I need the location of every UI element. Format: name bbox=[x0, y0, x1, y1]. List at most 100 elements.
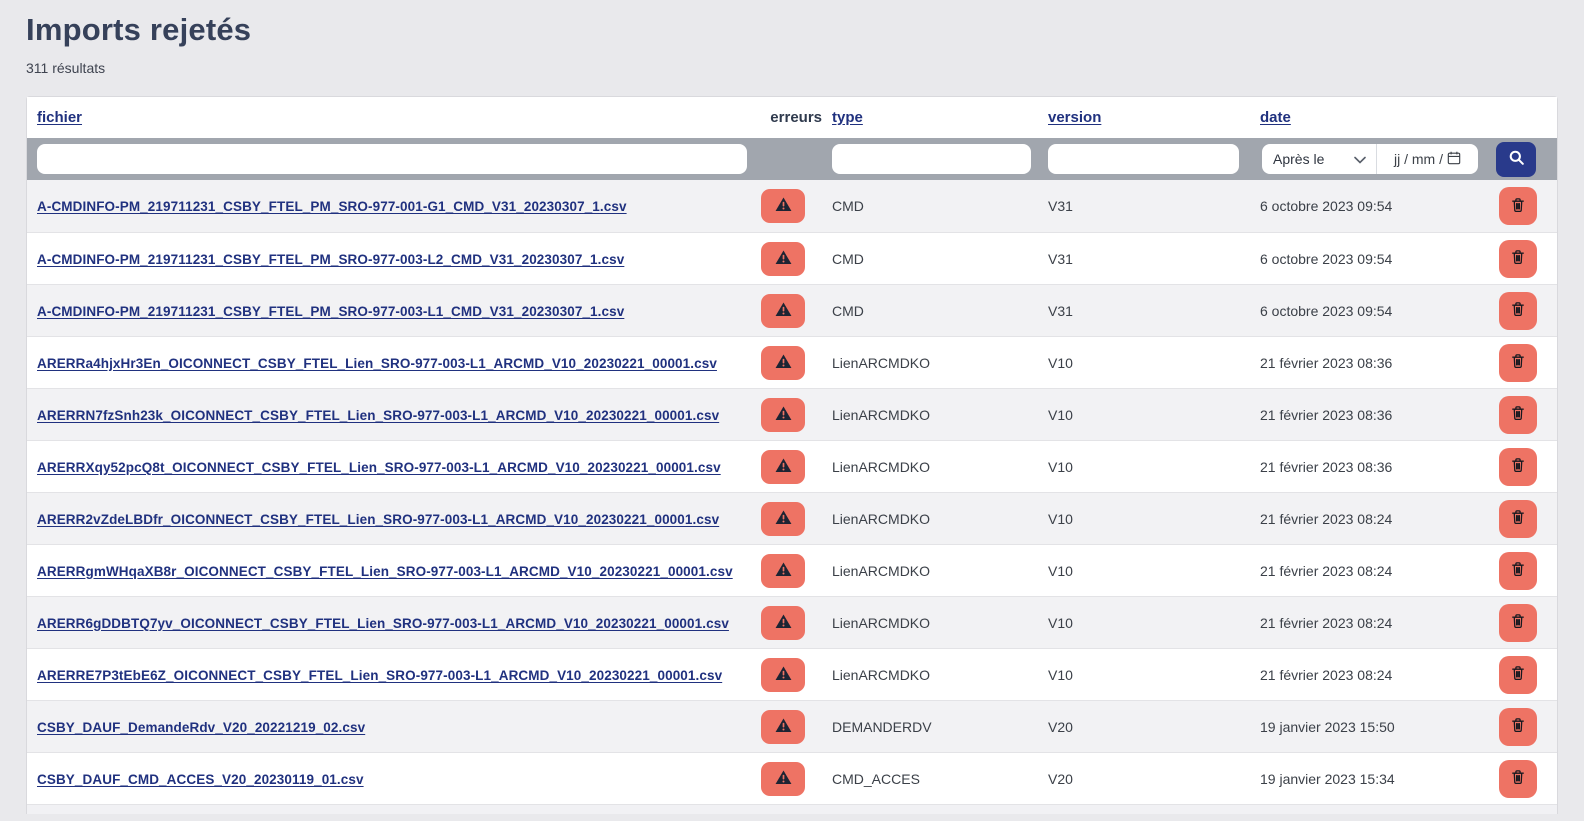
table-row: ARERRE7P3tEbE6Z_OICONNECT_CSBY_FTEL_Lien… bbox=[27, 648, 1557, 700]
file-link[interactable]: A-CMDINFO-PM_219711231_CSBY_FTEL_PM_SRO-… bbox=[37, 199, 627, 214]
delete-button[interactable] bbox=[1499, 291, 1537, 330]
fichier-filter-input[interactable] bbox=[37, 144, 747, 174]
file-link[interactable]: ARERRa4hjxHr3En_OICONNECT_CSBY_FTEL_Lien… bbox=[37, 355, 717, 371]
date-cell: 19 janvier 2023 15:50 bbox=[1260, 718, 1395, 735]
trash-icon bbox=[1509, 560, 1527, 581]
fichier-cell: ARERRXqy52pcQ8t_OICONNECT_CSBY_FTEL_Lien… bbox=[27, 459, 756, 475]
errors-button[interactable] bbox=[761, 293, 805, 328]
date-cell: 21 février 2023 08:24 bbox=[1260, 666, 1393, 683]
date-operator-select[interactable]: Après le bbox=[1262, 144, 1377, 174]
rejected-imports-table: fichier erreurs type version date bbox=[26, 96, 1558, 814]
column-header-type: type bbox=[826, 109, 1042, 126]
errors-button[interactable] bbox=[761, 449, 805, 484]
errors-button[interactable] bbox=[761, 501, 805, 536]
warning-triangle-icon bbox=[774, 301, 793, 321]
search-button[interactable] bbox=[1496, 141, 1536, 177]
type-cell: CMD bbox=[832, 302, 864, 319]
date-cell: 21 février 2023 08:24 bbox=[1260, 614, 1393, 631]
file-link[interactable]: ARERRE7P3tEbE6Z_OICONNECT_CSBY_FTEL_Lien… bbox=[37, 667, 723, 683]
fichier-cell: ARERRa4hjxHr3En_OICONNECT_CSBY_FTEL_Lien… bbox=[27, 355, 756, 371]
file-link[interactable]: A-CMDINFO-PM_219711231_CSBY_FTEL_PM_SRO-… bbox=[37, 303, 625, 319]
version-cell: V10 bbox=[1048, 406, 1073, 423]
date-filter-input[interactable]: jj / mm / bbox=[1377, 144, 1478, 174]
type-cell: LienARCMDKO bbox=[832, 666, 931, 683]
trash-icon bbox=[1509, 664, 1527, 685]
errors-button[interactable] bbox=[761, 241, 805, 276]
errors-button[interactable] bbox=[761, 709, 805, 744]
delete-button[interactable] bbox=[1499, 395, 1537, 434]
sort-link-type[interactable]: type bbox=[832, 109, 863, 126]
erreurs-cell bbox=[756, 761, 826, 796]
type-cell: CMD bbox=[832, 250, 864, 267]
trash-icon bbox=[1509, 196, 1527, 217]
file-link[interactable]: ARERRgmWHqaXB8r_OICONNECT_CSBY_FTEL_Lien… bbox=[37, 563, 733, 579]
file-link[interactable]: ARERRXqy52pcQ8t_OICONNECT_CSBY_FTEL_Lien… bbox=[37, 459, 721, 475]
sort-link-fichier[interactable]: fichier bbox=[37, 109, 83, 126]
erreurs-filter-empty bbox=[756, 144, 826, 174]
type-cell: LienARCMDKO bbox=[832, 562, 931, 579]
actions-cell bbox=[1493, 655, 1557, 694]
errors-button[interactable] bbox=[761, 553, 805, 588]
date-cell: 21 février 2023 08:24 bbox=[1260, 510, 1393, 527]
warning-triangle-icon bbox=[774, 613, 793, 633]
table-header-row: fichier erreurs type version date bbox=[27, 97, 1557, 138]
type-filter-input[interactable] bbox=[832, 144, 1031, 174]
actions-cell bbox=[1493, 343, 1557, 382]
sort-link-date[interactable]: date bbox=[1260, 109, 1291, 126]
delete-button[interactable] bbox=[1499, 239, 1537, 278]
errors-button[interactable] bbox=[761, 397, 805, 432]
delete-button[interactable] bbox=[1499, 447, 1537, 486]
trash-icon bbox=[1509, 716, 1527, 737]
file-link[interactable]: CSBY_DAUF_CMD_ACCES_V20_20230119_01.csv bbox=[37, 771, 364, 787]
delete-button[interactable] bbox=[1499, 343, 1537, 382]
version-cell: V10 bbox=[1048, 458, 1073, 475]
delete-button[interactable] bbox=[1499, 655, 1537, 694]
file-link[interactable]: ARERR6gDDBTQ7yv_OICONNECT_CSBY_FTEL_Lien… bbox=[37, 615, 729, 631]
trash-icon bbox=[1509, 768, 1527, 789]
errors-button[interactable] bbox=[761, 605, 805, 640]
type-cell: LienARCMDKO bbox=[832, 406, 931, 423]
table-row: ARERR6gDDBTQ7yv_OICONNECT_CSBY_FTEL_Lien… bbox=[27, 596, 1557, 648]
version-cell: V10 bbox=[1048, 666, 1073, 683]
page-title: Imports rejetés bbox=[26, 12, 252, 47]
table-row: ARERR2vZdeLBDfr_OICONNECT_CSBY_FTEL_Lien… bbox=[27, 492, 1557, 544]
version-filter-input[interactable] bbox=[1048, 144, 1239, 174]
fichier-cell: A-CMDINFO-PM_219711231_CSBY_FTEL_PM_SRO-… bbox=[27, 303, 756, 319]
erreurs-cell bbox=[756, 553, 826, 588]
fichier-cell: A-CMDINFO-PM_219711231_CSBY_FTEL_PM_SRO-… bbox=[27, 198, 756, 214]
date-cell: 6 octobre 2023 09:54 bbox=[1260, 302, 1393, 319]
warning-triangle-icon bbox=[774, 561, 793, 581]
fichier-cell: A-CMDINFO-PM_219711231_CSBY_FTEL_PM_SRO-… bbox=[27, 251, 756, 267]
calendar-icon[interactable] bbox=[1447, 151, 1461, 168]
errors-button[interactable] bbox=[761, 761, 805, 796]
fichier-cell: ARERRN7fzSnh23k_OICONNECT_CSBY_FTEL_Lien… bbox=[27, 407, 756, 423]
chevron-down-icon bbox=[1354, 151, 1366, 167]
warning-triangle-icon bbox=[774, 717, 793, 737]
erreurs-cell bbox=[756, 345, 826, 380]
delete-button[interactable] bbox=[1499, 187, 1537, 225]
date-placeholder: jj / mm / bbox=[1394, 151, 1443, 167]
file-link[interactable]: ARERR2vZdeLBDfr_OICONNECT_CSBY_FTEL_Lien… bbox=[37, 511, 720, 527]
table-row: CSBY_DAUF_CMD_ACCES_V20_20230119_01.csv … bbox=[27, 752, 1557, 804]
delete-button[interactable] bbox=[1499, 499, 1537, 538]
file-link[interactable]: ARERRN7fzSnh23k_OICONNECT_CSBY_FTEL_Lien… bbox=[37, 407, 720, 423]
date-filter-widget: Après le jj / mm / bbox=[1262, 144, 1478, 174]
version-cell: V10 bbox=[1048, 510, 1073, 527]
delete-button[interactable] bbox=[1499, 551, 1537, 590]
file-link[interactable]: CSBY_DAUF_DemandeRdv_V20_20221219_02.csv bbox=[37, 719, 366, 735]
fichier-cell: ARERR6gDDBTQ7yv_OICONNECT_CSBY_FTEL_Lien… bbox=[27, 615, 756, 631]
sort-link-version[interactable]: version bbox=[1048, 109, 1102, 126]
version-cell: V10 bbox=[1048, 562, 1073, 579]
actions-cell bbox=[1493, 291, 1557, 330]
date-cell: 21 février 2023 08:24 bbox=[1260, 562, 1393, 579]
errors-button[interactable] bbox=[761, 345, 805, 380]
delete-button[interactable] bbox=[1499, 603, 1537, 642]
erreurs-cell bbox=[756, 657, 826, 692]
date-cell: 6 octobre 2023 09:54 bbox=[1260, 198, 1393, 214]
delete-button[interactable] bbox=[1499, 759, 1537, 798]
delete-button[interactable] bbox=[1499, 707, 1537, 746]
file-link[interactable]: A-CMDINFO-PM_219711231_CSBY_FTEL_PM_SRO-… bbox=[37, 251, 625, 267]
errors-button[interactable] bbox=[761, 189, 805, 223]
date-cell: 21 février 2023 08:36 bbox=[1260, 458, 1393, 475]
errors-button[interactable] bbox=[761, 657, 805, 692]
